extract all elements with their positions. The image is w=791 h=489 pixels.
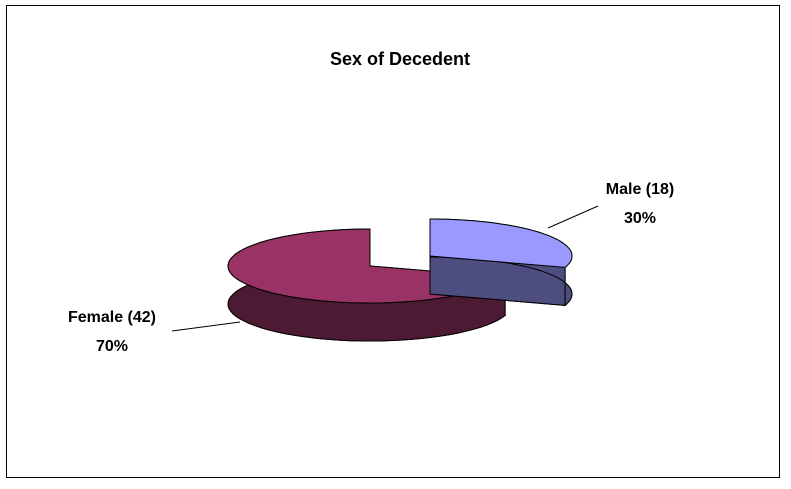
value-label: 70%: [96, 338, 128, 355]
value-label: 30%: [624, 210, 656, 227]
slice: [429, 218, 573, 268]
chart-title: Sex of Decedent: [330, 49, 470, 69]
category-label: Male (18): [606, 181, 674, 198]
leader-line: [547, 205, 599, 229]
leader-line: [171, 321, 241, 332]
category-label: Female (42): [68, 309, 156, 326]
chart-frame: [6, 5, 780, 478]
